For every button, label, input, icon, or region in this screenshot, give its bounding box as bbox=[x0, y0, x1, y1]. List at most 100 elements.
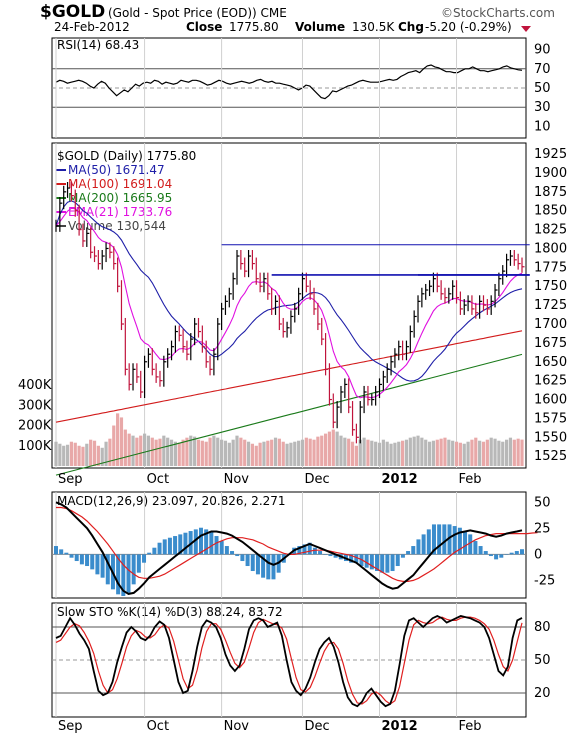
volume-bar bbox=[277, 438, 281, 466]
macd-histogram-bar bbox=[473, 541, 478, 555]
macd-tick-label: 25 bbox=[534, 521, 551, 536]
volume-bar bbox=[270, 439, 274, 466]
date-label: 24-Feb-2012 bbox=[54, 20, 130, 34]
volume-bar bbox=[177, 442, 181, 466]
volume-bar bbox=[343, 437, 347, 466]
ma100-line bbox=[55, 330, 523, 423]
volume-bar bbox=[142, 433, 147, 466]
watermark: ©StockCharts.com bbox=[441, 6, 555, 20]
price-tick-label: 1900 bbox=[534, 166, 567, 181]
volume-bar bbox=[100, 447, 104, 466]
ma50-line bbox=[55, 200, 523, 382]
price-tick-label: 1750 bbox=[534, 279, 567, 294]
macd-histogram-bar bbox=[463, 531, 468, 555]
volume-bar bbox=[258, 442, 262, 466]
macd-line bbox=[55, 501, 523, 595]
macd-histogram-bar bbox=[421, 534, 426, 555]
volume-bar bbox=[458, 442, 462, 466]
volume-tick-label: 200K bbox=[18, 419, 52, 434]
stoch-d-line bbox=[55, 616, 523, 705]
volume-bar bbox=[504, 439, 509, 466]
macd-histogram-bar bbox=[364, 554, 369, 568]
volume-bar bbox=[404, 439, 409, 466]
volume-bar bbox=[69, 441, 74, 466]
macd-histogram-bar bbox=[116, 554, 121, 595]
price-tick-label: 1525 bbox=[534, 449, 567, 464]
volume-bar bbox=[193, 436, 197, 466]
month-label-bottom: Sep bbox=[58, 719, 83, 734]
macd-histogram-bar bbox=[209, 531, 214, 555]
volume-bar bbox=[416, 435, 420, 466]
volume-bar bbox=[208, 437, 212, 466]
volume-bar bbox=[323, 433, 328, 466]
volume-bar bbox=[73, 442, 77, 466]
volume-bar bbox=[54, 441, 58, 466]
legend-entry: MA(200) 1665.95 bbox=[68, 191, 172, 205]
macd-histogram-bar bbox=[452, 526, 457, 555]
month-label-bottom: Nov bbox=[224, 719, 250, 734]
chg-label: Chg bbox=[398, 20, 424, 34]
volume-bar bbox=[493, 438, 497, 466]
volume-bar bbox=[501, 441, 505, 466]
macd-histogram-bar bbox=[224, 546, 229, 555]
rsi-tick-label: 50 bbox=[534, 81, 551, 96]
macd-histogram-bar bbox=[90, 554, 95, 570]
volume-bar bbox=[227, 442, 231, 466]
volume-bar bbox=[273, 437, 278, 466]
volume-bar bbox=[108, 438, 112, 466]
macd-histogram-bar bbox=[514, 551, 519, 555]
volume-bar bbox=[316, 436, 320, 466]
ema21-line bbox=[55, 207, 523, 399]
month-label: Nov bbox=[224, 472, 250, 487]
rsi-tick-label: 90 bbox=[534, 43, 551, 58]
volume-bar bbox=[231, 439, 235, 466]
volume-bar bbox=[377, 442, 382, 466]
volume-bar bbox=[85, 443, 89, 466]
volume-bar bbox=[200, 440, 204, 466]
volume-bar bbox=[462, 443, 466, 466]
month-label-bottom: Oct bbox=[147, 719, 169, 734]
volume-bar bbox=[289, 442, 293, 466]
volume-bar bbox=[393, 442, 397, 466]
macd-histogram-bar bbox=[136, 554, 141, 573]
volume-bar bbox=[89, 439, 93, 466]
month-label: Feb bbox=[459, 472, 482, 487]
macd-histogram-bar bbox=[105, 554, 110, 585]
macd-histogram-bar bbox=[390, 554, 395, 572]
macd-tick-label: -25 bbox=[534, 573, 555, 588]
macd-histogram-bar bbox=[323, 554, 328, 555]
macd-histogram-bar bbox=[261, 554, 266, 578]
price-tick-label: 1600 bbox=[534, 393, 567, 408]
macd-histogram-bar bbox=[307, 542, 312, 555]
macd-histogram-bar bbox=[147, 552, 152, 555]
macd-histogram-bar bbox=[126, 554, 131, 593]
macd-histogram-bar bbox=[219, 541, 224, 555]
down-arrow-icon bbox=[521, 26, 531, 32]
macd-histogram-bar bbox=[250, 554, 255, 572]
macd-title: MACD(12,26,9) 23.097, 20.826, 2.271 bbox=[57, 494, 286, 508]
macd-histogram-bar bbox=[178, 534, 183, 555]
volume-bar bbox=[512, 439, 516, 466]
volume-bar bbox=[139, 435, 143, 466]
price-tick-label: 1625 bbox=[534, 374, 567, 389]
macd-histogram-bar bbox=[431, 524, 436, 555]
price-tick-label: 1775 bbox=[534, 260, 567, 275]
macd-histogram-bar bbox=[349, 554, 354, 563]
macd-histogram-bar bbox=[395, 554, 400, 567]
macd-histogram-bar bbox=[64, 552, 69, 555]
macd-histogram-bar bbox=[302, 544, 307, 555]
macd-tick-label: 50 bbox=[534, 495, 551, 510]
volume-bar bbox=[424, 439, 428, 466]
macd-histogram-bar bbox=[255, 554, 260, 575]
volume-bar bbox=[320, 435, 324, 466]
macd-histogram-bar bbox=[312, 547, 317, 555]
volume-bar bbox=[131, 435, 135, 466]
macd-histogram-bar bbox=[369, 554, 374, 570]
volume-bar bbox=[478, 440, 482, 466]
macd-histogram-bar bbox=[54, 546, 58, 555]
macd-histogram-bar bbox=[214, 536, 219, 555]
volume-bar bbox=[481, 441, 486, 466]
price-tick-label: 1650 bbox=[534, 355, 567, 370]
volume-bar bbox=[374, 441, 378, 466]
